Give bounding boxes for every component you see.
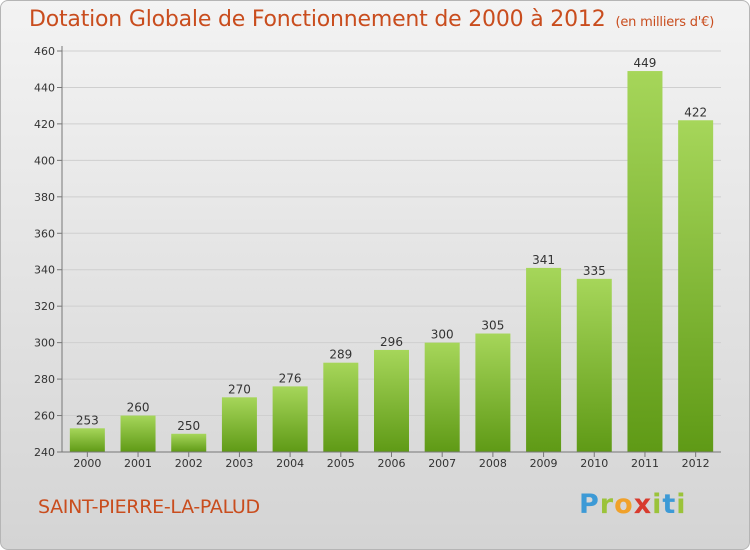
bar-2002 bbox=[171, 433, 207, 452]
y-tick-label: 340 bbox=[34, 264, 55, 277]
bar-2011 bbox=[627, 71, 663, 453]
logo-letter: P bbox=[579, 489, 600, 520]
x-tick-label-2008: 2008 bbox=[479, 457, 507, 470]
bar-2004 bbox=[272, 386, 308, 452]
y-tick-label: 300 bbox=[34, 337, 55, 350]
x-tick-label-2004: 2004 bbox=[276, 457, 304, 470]
bar-2009 bbox=[526, 267, 562, 452]
value-label-2003: 270 bbox=[228, 382, 251, 396]
value-label-2002: 250 bbox=[177, 419, 200, 433]
value-label-2008: 305 bbox=[481, 319, 504, 333]
y-tick-label: 440 bbox=[34, 81, 55, 94]
x-tick-label-2000: 2000 bbox=[73, 457, 101, 470]
value-label-2011: 449 bbox=[634, 56, 657, 70]
chart-title-text: Dotation Globale de Fonctionnement de 20… bbox=[29, 7, 606, 32]
value-label-2006: 296 bbox=[380, 335, 403, 349]
x-tick-label-2006: 2006 bbox=[378, 457, 406, 470]
value-label-2010: 335 bbox=[583, 264, 606, 278]
y-tick-label: 400 bbox=[34, 154, 55, 167]
x-tick-label-2012: 2012 bbox=[682, 457, 710, 470]
value-label-2012: 422 bbox=[684, 105, 707, 119]
axes: 240 260 280 300 320 340 360 380 400 420 440 460 2000… bbox=[34, 45, 721, 470]
value-label-2000: 253 bbox=[76, 413, 99, 427]
x-tick-label-2010: 2010 bbox=[580, 457, 608, 470]
bar-2001 bbox=[120, 415, 156, 452]
value-label-2007: 300 bbox=[431, 328, 454, 342]
y-tick-label: 360 bbox=[34, 227, 55, 240]
bar-2005 bbox=[323, 362, 359, 452]
value-label-2005: 289 bbox=[329, 348, 352, 362]
y-tick-label: 320 bbox=[34, 300, 55, 313]
bar-2000 bbox=[69, 428, 105, 452]
logo-letter: i bbox=[676, 489, 687, 520]
bar-2012 bbox=[678, 120, 714, 452]
logo-letter: i bbox=[652, 489, 663, 520]
x-tick-label-2007: 2007 bbox=[428, 457, 456, 470]
bar-2006 bbox=[374, 349, 409, 452]
x-tick-label-2005: 2005 bbox=[327, 457, 355, 470]
x-tick-label-2001: 2001 bbox=[124, 457, 152, 470]
bars: 253 260 250 270 276 289 296 300 305 341 335 449 422 bbox=[69, 56, 714, 453]
bar-2007 bbox=[424, 342, 460, 452]
y-tick-label: 280 bbox=[34, 373, 55, 386]
y-tick-label: 460 bbox=[34, 45, 55, 58]
chart-title: Dotation Globale de Fonctionnement de 20… bbox=[29, 7, 714, 32]
x-tick-label-2011: 2011 bbox=[631, 457, 659, 470]
value-label-2001: 260 bbox=[127, 401, 150, 415]
bar-2010 bbox=[576, 278, 612, 452]
value-label-2009: 341 bbox=[532, 253, 555, 267]
y-tick-label: 260 bbox=[34, 410, 55, 423]
logo-letter: x bbox=[633, 489, 653, 520]
y-tick-label: 420 bbox=[34, 118, 55, 131]
value-label-2004: 276 bbox=[279, 371, 302, 385]
y-tick-label: 240 bbox=[34, 446, 55, 459]
chart-subtitle: (en milliers d'€) bbox=[615, 15, 715, 30]
y-tick-label: 380 bbox=[34, 191, 55, 204]
bar-2003 bbox=[221, 397, 257, 452]
logo-letter: o bbox=[614, 489, 634, 520]
x-tick-label-2003: 2003 bbox=[225, 457, 253, 470]
x-tick-label-2002: 2002 bbox=[175, 457, 203, 470]
proxiti-logo: Proxiti bbox=[579, 489, 687, 520]
logo-letter: r bbox=[599, 489, 615, 520]
logo-letter: t bbox=[662, 489, 677, 520]
bar-2008 bbox=[475, 333, 511, 452]
commune-name: SAINT-PIERRE-LA-PALUD bbox=[38, 496, 260, 518]
x-tick-label-2009: 2009 bbox=[530, 457, 558, 470]
